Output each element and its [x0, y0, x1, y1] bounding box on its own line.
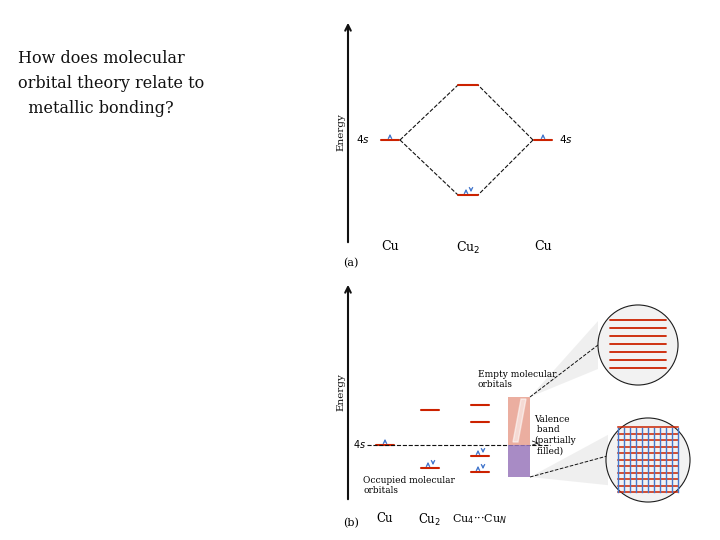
Text: $4s$: $4s$	[356, 133, 370, 145]
Text: >: >	[531, 440, 539, 449]
Text: Cu$_4$···Cu$_N$: Cu$_4$···Cu$_N$	[452, 512, 508, 526]
Text: Cu$_2$: Cu$_2$	[418, 512, 441, 528]
Polygon shape	[530, 435, 608, 485]
Polygon shape	[513, 399, 526, 442]
Text: Energy: Energy	[336, 113, 346, 151]
Text: $4s$: $4s$	[353, 438, 366, 450]
Circle shape	[606, 418, 690, 502]
Text: (a): (a)	[343, 258, 359, 268]
Text: Cu$_2$: Cu$_2$	[456, 240, 480, 256]
Circle shape	[598, 305, 678, 385]
Text: How does molecular
orbital theory relate to
  metallic bonding?: How does molecular orbital theory relate…	[18, 50, 204, 117]
Text: Cu: Cu	[381, 240, 399, 253]
Text: Empty molecular
orbitals: Empty molecular orbitals	[478, 369, 557, 389]
Text: Cu: Cu	[377, 512, 393, 525]
Circle shape	[598, 305, 678, 385]
Text: (b): (b)	[343, 518, 359, 528]
Circle shape	[606, 418, 690, 502]
Text: Energy: Energy	[336, 373, 346, 411]
FancyBboxPatch shape	[508, 397, 530, 445]
Polygon shape	[530, 321, 598, 397]
Text: $4s$: $4s$	[559, 133, 573, 145]
Text: Occupied molecular
orbitals: Occupied molecular orbitals	[363, 476, 455, 495]
Text: Cu: Cu	[534, 240, 552, 253]
Text: Valence
 band
(partially
 filled): Valence band (partially filled)	[534, 415, 576, 455]
FancyBboxPatch shape	[508, 445, 530, 477]
